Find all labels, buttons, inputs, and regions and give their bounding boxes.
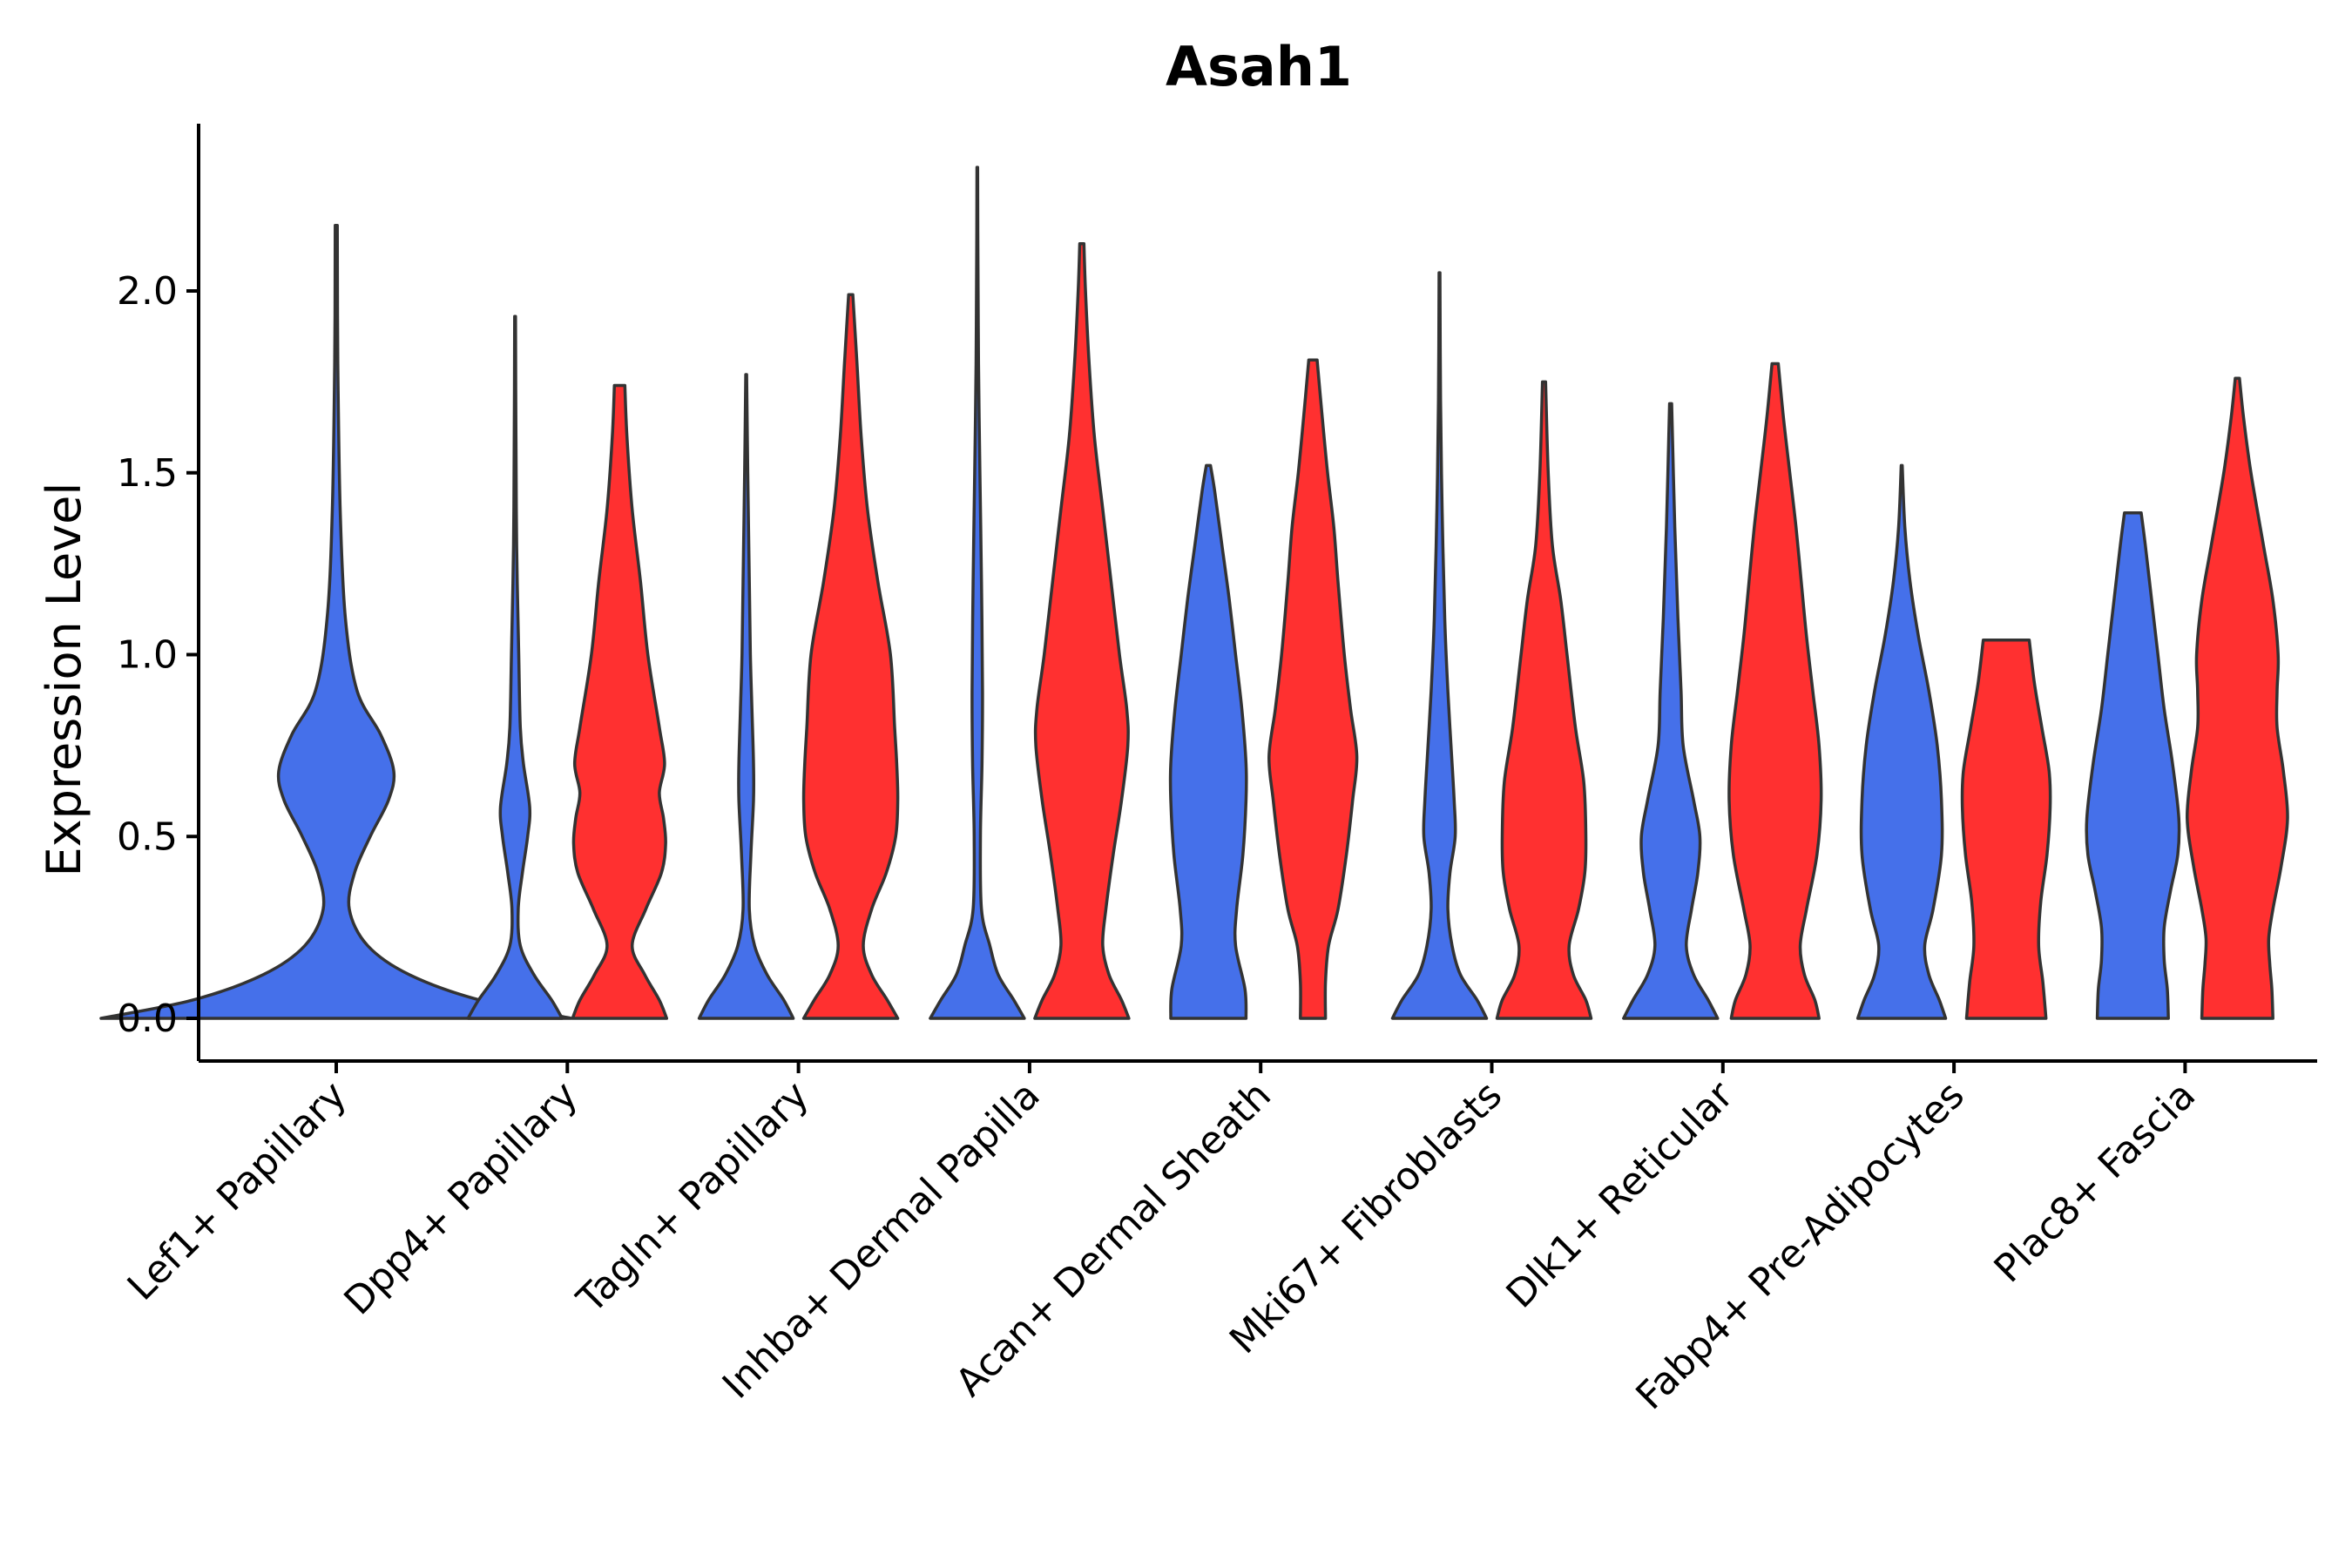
violin-red: [1727, 362, 1823, 1020]
violin-red: [2186, 376, 2289, 1020]
violin-red: [571, 383, 669, 1020]
violin-red: [1960, 639, 2052, 1020]
x-tick-label: Plac8+ Fascia: [1986, 1073, 2205, 1292]
violin-blue: [1168, 463, 1248, 1020]
y-tick-label: 1.0: [117, 633, 178, 678]
violin-blue: [99, 224, 573, 1020]
y-axis-label: Expression Level: [37, 483, 91, 877]
violin-red: [1033, 241, 1131, 1020]
violin-blue: [2085, 510, 2181, 1020]
violin-blue: [1855, 463, 1948, 1020]
x-tick-label: Dlk1+ Reticular: [1498, 1072, 1743, 1317]
violin-blue: [1390, 271, 1489, 1020]
y-tick-label: 0.5: [117, 814, 178, 859]
violin-group: [99, 166, 2289, 1020]
violin-blue: [697, 373, 795, 1020]
violin-red: [1267, 358, 1359, 1020]
x-tick-label: Tagln+ Papillary: [568, 1073, 817, 1322]
violin-red: [1495, 380, 1593, 1020]
x-tick-label: Lef1+ Papillary: [119, 1073, 355, 1309]
chart-title: Asah1: [1166, 35, 1352, 98]
x-tick-label: Dpp4+ Papillary: [335, 1073, 586, 1324]
y-axis: 0.0 0.5 1.0 1.5 2.0: [117, 124, 200, 1061]
violin-blue: [929, 166, 1026, 1020]
violin-red: [801, 293, 900, 1020]
y-tick-label: 0.0: [117, 997, 178, 1041]
violin-blue: [1622, 402, 1720, 1020]
y-tick-label: 1.5: [117, 451, 178, 496]
y-tick-label: 2.0: [117, 269, 178, 314]
violin-blue: [466, 314, 564, 1020]
